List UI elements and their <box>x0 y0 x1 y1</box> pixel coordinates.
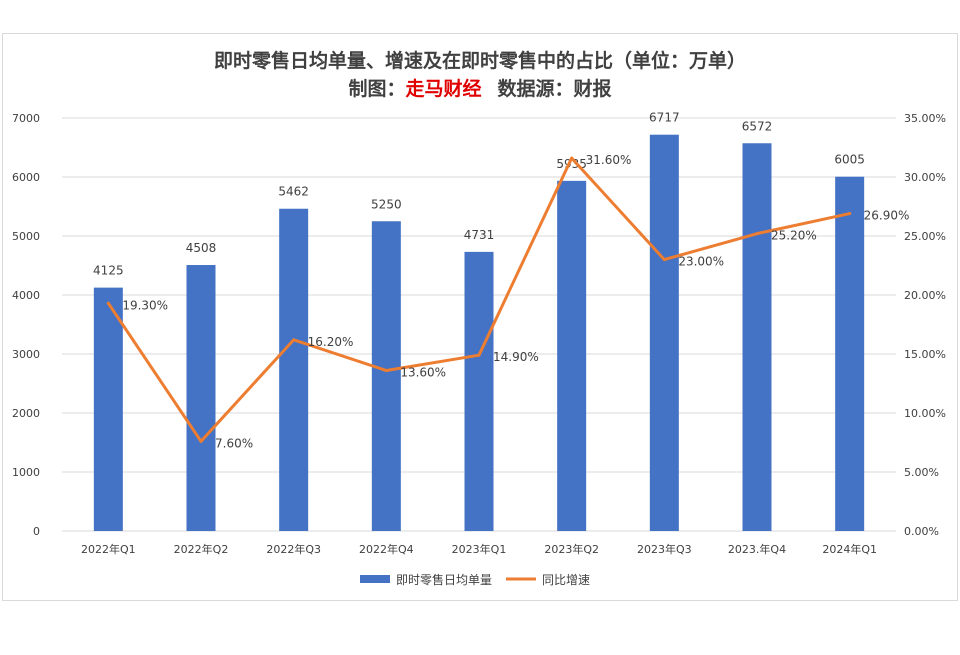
x-tick-label: 2022年Q3 <box>266 542 321 556</box>
line-value-label: 13.60% <box>400 366 446 380</box>
line-point <box>200 440 203 443</box>
legend-line-label: 同比增速 <box>542 573 590 587</box>
x-tick-label: 2022年Q2 <box>174 542 229 556</box>
line-value-label: 26.90% <box>864 209 910 223</box>
y-left-tick-label: 1000 <box>12 466 40 479</box>
line-value-label: 16.20% <box>308 335 354 349</box>
y-right-tick-label: 0.00% <box>904 525 939 538</box>
x-tick-label: 2022年Q1 <box>81 542 136 556</box>
bar <box>557 181 586 531</box>
x-tick-label: 2023年Q2 <box>544 542 599 556</box>
line-point <box>570 157 573 160</box>
y-right-tick-label: 20.00% <box>904 289 946 302</box>
line-value-label: 14.90% <box>493 350 539 364</box>
x-tick-label: 2024年Q1 <box>822 542 877 556</box>
y-left-tick-label: 6000 <box>12 171 40 184</box>
bar-value-label: 4731 <box>464 228 495 242</box>
line-point <box>292 338 295 341</box>
bar <box>650 135 679 531</box>
bar-value-label: 5462 <box>278 185 309 199</box>
bar <box>465 252 494 531</box>
y-right-tick-label: 25.00% <box>904 230 946 243</box>
legend-bar-swatch <box>360 575 390 583</box>
y-left-tick-label: 7000 <box>12 112 40 125</box>
line-point <box>663 258 666 261</box>
x-tick-label: 2023年Q3 <box>637 542 692 556</box>
y-left-tick-label: 3000 <box>12 348 40 361</box>
y-right-tick-label: 35.00% <box>904 112 946 125</box>
y-right-tick-label: 30.00% <box>904 171 946 184</box>
y-right-tick-label: 10.00% <box>904 407 946 420</box>
y-right-tick-label: 15.00% <box>904 348 946 361</box>
line-point <box>107 302 110 305</box>
line-value-label: 7.60% <box>215 436 253 450</box>
bar-value-label: 5250 <box>371 197 402 211</box>
bar-value-label: 6572 <box>742 119 773 133</box>
y-left-tick-label: 5000 <box>12 230 40 243</box>
x-tick-label: 2022年Q4 <box>359 542 414 556</box>
line-value-label: 19.30% <box>122 298 168 312</box>
line-point <box>478 354 481 357</box>
bar <box>835 177 864 531</box>
y-left-tick-label: 0 <box>33 525 40 538</box>
legend-bar-label: 即时零售日均单量 <box>396 572 492 587</box>
bar <box>743 143 772 531</box>
y-left-tick-label: 2000 <box>12 407 40 420</box>
x-tick-label: 2023年Q1 <box>452 542 507 556</box>
bar <box>94 288 123 531</box>
y-left-tick-label: 4000 <box>12 289 40 302</box>
line-value-label: 31.60% <box>586 153 632 167</box>
bar-value-label: 6005 <box>834 153 865 167</box>
bar <box>372 221 401 531</box>
bar <box>187 265 216 531</box>
line-point <box>385 369 388 372</box>
line-value-label: 25.20% <box>771 229 817 243</box>
bar-value-label: 4508 <box>186 241 217 255</box>
bar <box>279 209 308 531</box>
line-point <box>756 232 759 235</box>
line-point <box>848 212 851 215</box>
bar-value-label: 4125 <box>93 264 124 278</box>
line-value-label: 23.00% <box>678 255 724 269</box>
y-right-tick-label: 5.00% <box>904 466 939 479</box>
x-tick-label: 2023.年Q4 <box>728 542 786 556</box>
bar-value-label: 6717 <box>649 111 680 125</box>
